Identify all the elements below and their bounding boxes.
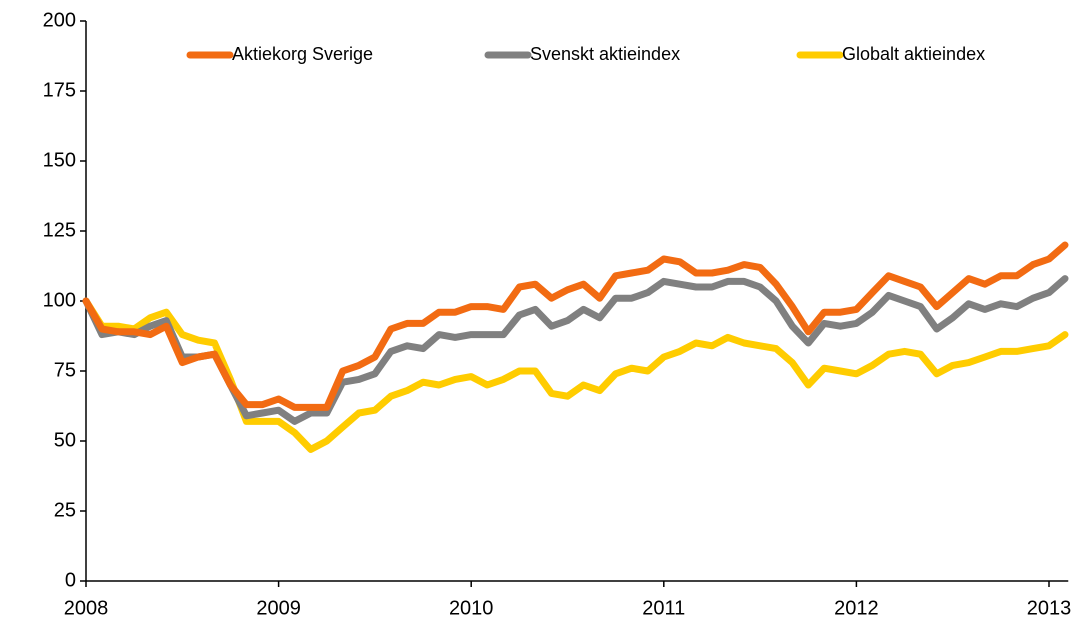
y-tick-label: 75	[54, 359, 76, 381]
y-tick-label: 150	[43, 149, 76, 171]
y-tick-label: 200	[43, 9, 76, 31]
series-line	[82, 275, 1069, 425]
x-tick-label: 2009	[256, 597, 301, 619]
legend-label: Globalt aktieindex	[842, 44, 985, 64]
y-tick-label: 0	[65, 569, 76, 591]
series-line	[82, 297, 1069, 453]
x-tick-label: 2012	[834, 597, 879, 619]
legend: Aktiekorg Sverige Svenskt aktieindex Globa…	[186, 44, 985, 64]
y-tick-label: 25	[54, 499, 76, 521]
x-tick-label: 2013	[1027, 597, 1072, 619]
legend-label: Svenskt aktieindex	[530, 44, 680, 64]
y-tick-label: 125	[43, 219, 76, 241]
y-tick-label: 175	[43, 79, 76, 101]
x-tick-label: 2011	[642, 597, 685, 619]
y-tick-label: 100	[43, 289, 76, 311]
x-tick-label: 2010	[449, 597, 494, 619]
x-tick-label: 2008	[64, 597, 109, 619]
y-tick-label: 50	[54, 429, 76, 451]
series-line	[82, 241, 1069, 411]
legend-label: Aktiekorg Sverige	[232, 44, 373, 64]
